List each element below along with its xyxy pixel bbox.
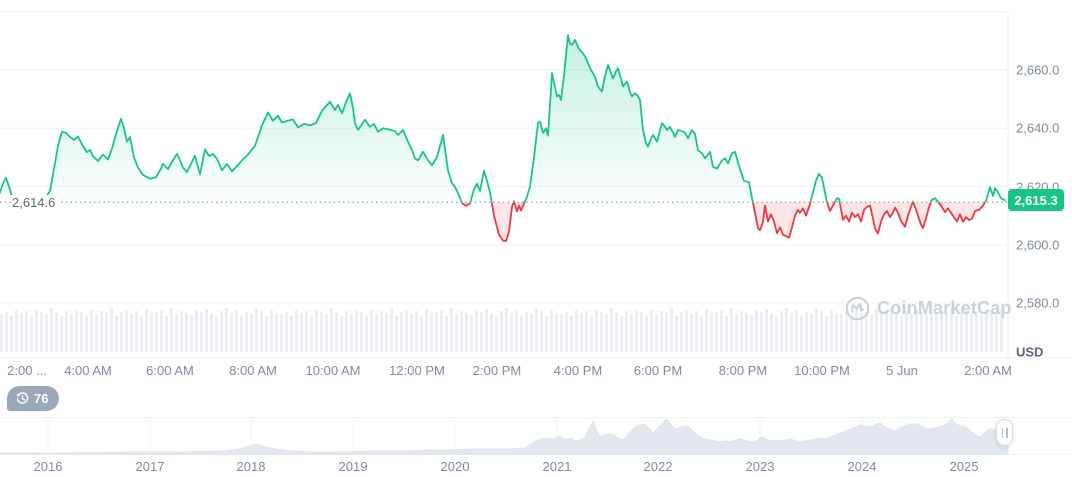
current-price-badge: 2,615.3	[1008, 189, 1064, 211]
y-axis-tick: 2,660.0	[1016, 62, 1060, 78]
history-count: 76	[34, 391, 49, 406]
timeline-year-label: 2024	[847, 459, 877, 474]
x-axis-tick: 4:00 AM	[64, 363, 112, 378]
timeline-year-label: 2016	[33, 459, 63, 474]
history-badge[interactable]: 76	[7, 386, 60, 411]
x-axis-tick: 12:00 PM	[389, 363, 445, 378]
x-axis-tick: 8:00 PM	[718, 363, 768, 378]
x-axis-tick: 2:00 AM	[964, 363, 1012, 378]
timeline-scrub-handle[interactable]	[996, 419, 1013, 446]
y-axis-unit: USD	[1016, 344, 1044, 360]
baseline-price-label: 2,614.6	[11, 195, 59, 210]
x-axis-tick: 6:00 PM	[633, 363, 683, 378]
timeline-year-label: 2022	[643, 459, 673, 474]
timeline-year-label: 2019	[338, 459, 368, 474]
x-axis-tick: 4:00 PM	[553, 363, 603, 378]
timeline-chart[interactable]	[0, 417, 1072, 456]
x-axis-tick: 10:00 PM	[794, 363, 850, 378]
y-axis-tick: 2,580.0	[1016, 295, 1060, 311]
timeline-year-label: 2018	[236, 459, 266, 474]
timeline-year-label: 2020	[440, 459, 470, 474]
x-axis-tick: 2:00 ...	[7, 363, 47, 378]
y-axis-tick: 2,600.0	[1016, 237, 1060, 253]
y-axis-tick: 2,640.0	[1016, 120, 1060, 136]
x-axis-tick: 10:00 AM	[305, 363, 361, 378]
x-axis-tick: 2:00 PM	[472, 363, 522, 378]
scrub-handle-grip-icon	[1006, 427, 1008, 438]
scrub-handle-grip-icon	[1001, 427, 1003, 438]
timeline-year-label: 2023	[745, 459, 775, 474]
x-axis-tick: 5 Jun	[886, 363, 918, 378]
timeline-year-label: 2025	[949, 459, 979, 474]
x-axis-tick: 8:00 AM	[229, 363, 277, 378]
timeline-year-label: 2017	[135, 459, 165, 474]
x-axis-tick: 6:00 AM	[146, 363, 194, 378]
timeline-year-label: 2021	[542, 459, 572, 474]
history-clock-icon	[16, 392, 29, 404]
